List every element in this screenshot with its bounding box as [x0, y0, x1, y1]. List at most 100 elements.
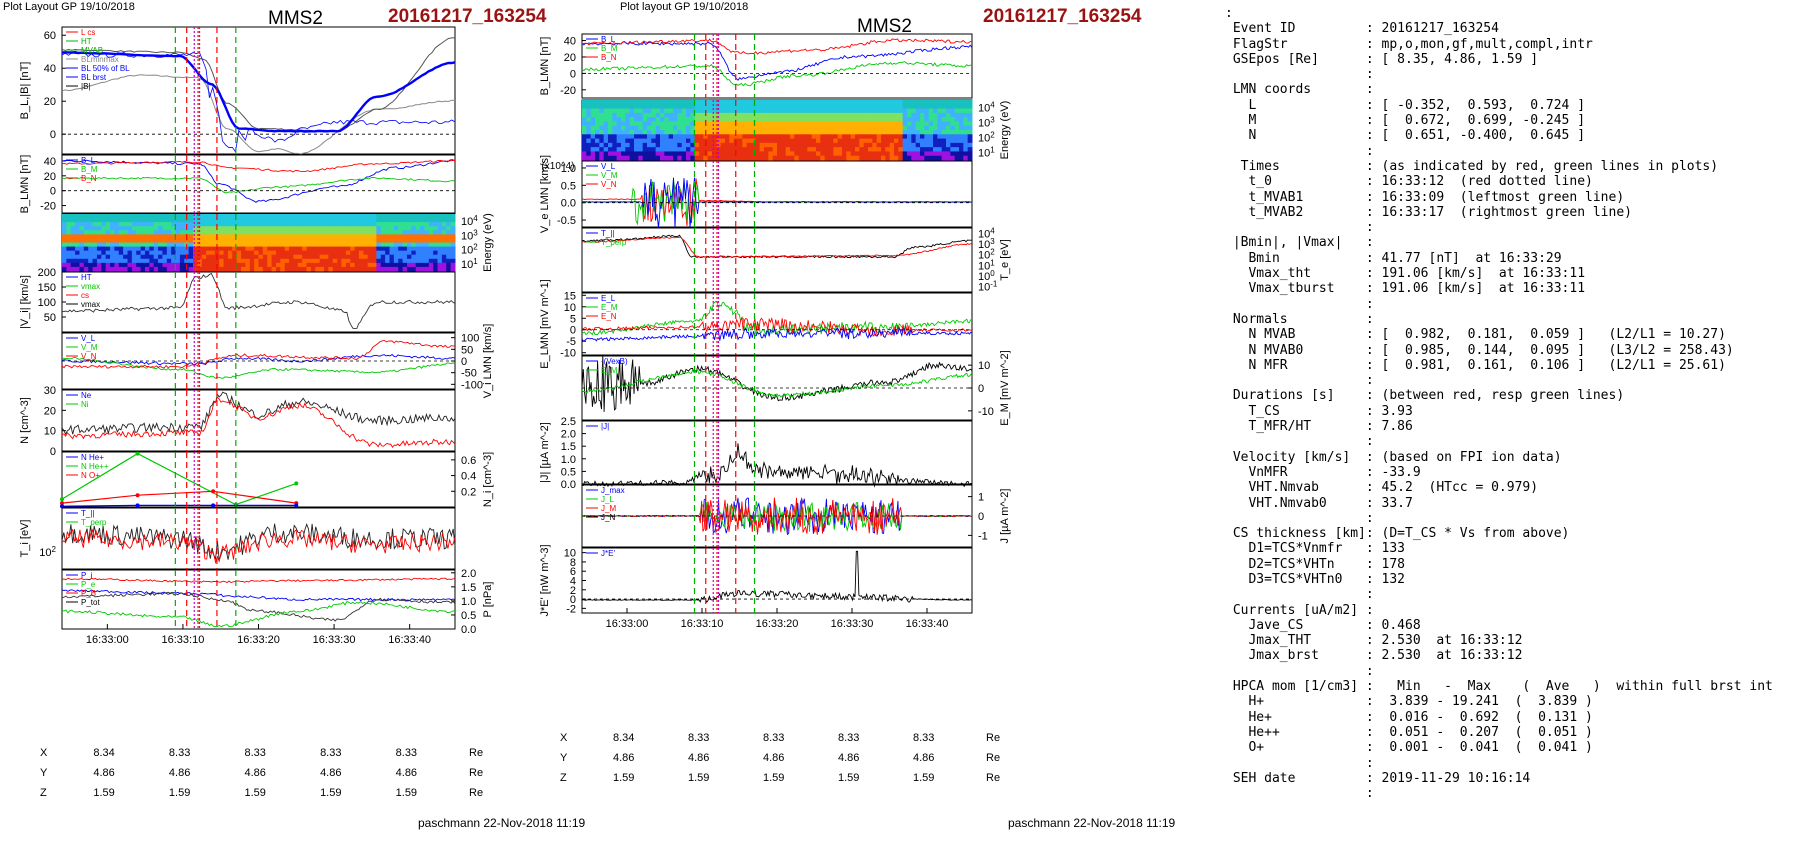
- spectrogram-cell: [681, 130, 687, 135]
- mid-ytick-label-M6: -10: [978, 406, 994, 418]
- spectrogram-cell: [376, 262, 382, 268]
- spectrogram-cell: [389, 266, 395, 272]
- spectrogram-cell: [790, 108, 795, 114]
- spectrogram-cell: [798, 134, 804, 140]
- spectrogram-cell: [625, 100, 631, 105]
- spectrogram-cell: [337, 234, 342, 239]
- spectrogram-cell: [833, 125, 839, 131]
- spectrogram-cell: [738, 142, 743, 148]
- spectrogram-cell: [881, 125, 886, 131]
- mid-yscale-note: (x10^4): [541, 161, 574, 172]
- coord-value: 8.33: [688, 732, 710, 744]
- spectrogram-cell: [92, 218, 98, 223]
- info-row: Normals :: [1225, 311, 1382, 327]
- left-frame-L2: [61, 154, 456, 214]
- spectrogram-cell: [694, 142, 700, 148]
- spectrogram-cell: [101, 262, 107, 268]
- spectrogram-cell: [188, 266, 194, 272]
- spectrogram-cell: [781, 138, 787, 144]
- spectrogram-cell: [223, 258, 229, 264]
- spectrogram-cell: [629, 155, 635, 161]
- spectrogram-cell: [88, 226, 94, 231]
- spectrogram-cell: [114, 230, 120, 235]
- spectrogram-cell: [616, 117, 622, 122]
- left-ytick-label-L4: 150: [38, 282, 56, 294]
- spectrogram-cell: [88, 262, 94, 268]
- spectrogram-cell: [105, 246, 111, 252]
- spectrogram-cell: [354, 242, 360, 248]
- spectrogram-cell: [70, 254, 76, 260]
- spectrogram-cell: [424, 254, 430, 260]
- coord-value: 8.33: [395, 747, 418, 759]
- spectrogram-cell: [341, 238, 347, 243]
- left-ytick-label-L7: 0.4: [461, 471, 476, 483]
- mid-ytick-label-M7: 0.0: [561, 479, 576, 491]
- spectrogram-cell: [393, 214, 399, 219]
- spectrogram-cell: [66, 250, 72, 256]
- spectrogram-cell: [954, 112, 960, 118]
- spectrogram-cell: [686, 121, 691, 127]
- series-line: [61, 396, 456, 448]
- spectrogram-cell: [764, 134, 769, 140]
- spectrogram-cell: [136, 238, 142, 243]
- spectrogram-cell: [967, 130, 973, 135]
- spectrogram-cell: [699, 147, 704, 152]
- spectrogram-cell: [411, 234, 417, 239]
- spectrogram-cell: [424, 262, 430, 268]
- spectrogram-cell: [393, 218, 399, 223]
- info-row: Bmin : 41.77 [nT] at 16:33:29: [1225, 250, 1562, 266]
- spectrogram-cell: [166, 266, 172, 272]
- spectrogram-cell: [655, 108, 661, 114]
- spectrogram-cell: [345, 250, 351, 256]
- spectrogram-cell: [911, 108, 917, 114]
- spectrogram-cell: [820, 125, 826, 131]
- mid-xtick-label: 16:33:40: [906, 618, 949, 630]
- spectrogram-cell: [140, 218, 146, 223]
- spectrogram-cell: [398, 218, 404, 223]
- spectrogram-cell: [768, 121, 774, 127]
- spectrogram-cell: [759, 142, 765, 148]
- spectrogram-cell: [275, 226, 281, 231]
- series-line: [61, 74, 456, 155]
- spectrogram-cell: [651, 138, 657, 144]
- spectrogram-cell: [712, 117, 717, 122]
- spectrogram-cell: [75, 266, 80, 272]
- spectrogram-cell: [315, 214, 321, 219]
- series-line: [581, 61, 973, 87]
- spectrogram-cell: [201, 234, 207, 239]
- spectrogram-cell: [863, 117, 869, 122]
- spectrogram-cell: [798, 117, 804, 122]
- spectrogram-cell: [829, 117, 834, 122]
- spectrogram-cell: [742, 138, 748, 144]
- spectrogram-cell: [820, 130, 826, 135]
- spectrogram-cell: [946, 112, 951, 118]
- spectrogram-cell: [227, 246, 233, 252]
- spectrogram-cell: [175, 214, 181, 219]
- spectrogram-cell: [420, 226, 425, 231]
- left-ylabel-L6: N [cm^-3]: [19, 397, 31, 444]
- left-ytick-label-L8: 102: [39, 545, 56, 559]
- spectrogram-cell: [310, 230, 316, 235]
- spectrogram-cell: [105, 222, 111, 227]
- spectrogram-cell: [136, 218, 142, 223]
- series-point: [211, 503, 216, 508]
- spectrogram-cell: [297, 226, 303, 231]
- spectrogram-cell: [123, 230, 128, 235]
- spectrogram-cell: [341, 254, 347, 260]
- spectrogram-cell: [232, 226, 238, 231]
- spectrogram-cell: [859, 130, 865, 135]
- spectrogram-cell: [92, 226, 98, 231]
- spectrogram-cell: [372, 214, 377, 219]
- spectrogram-cell: [928, 125, 934, 131]
- spectrogram-cell: [210, 246, 216, 252]
- spectrogram-cell: [850, 147, 856, 152]
- spectrogram-cell: [175, 246, 181, 252]
- spectrogram-cell: [280, 242, 286, 248]
- spectrogram-cell: [328, 254, 334, 260]
- spectrogram-cell: [629, 134, 635, 140]
- spectrogram-cell: [790, 104, 795, 110]
- spectrogram-cell: [625, 151, 631, 157]
- spectrogram-cell: [258, 238, 264, 243]
- spectrogram-cell: [415, 258, 421, 264]
- spectrogram-cell: [319, 238, 325, 243]
